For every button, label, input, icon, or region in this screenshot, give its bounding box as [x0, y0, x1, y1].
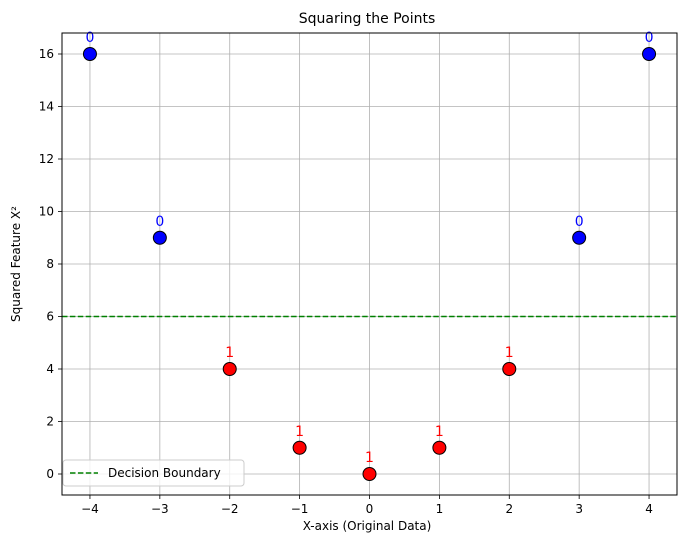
y-tick-label: 14 [39, 100, 54, 114]
data-points [82, 47, 657, 481]
chart-title: Squaring the Points [299, 11, 436, 27]
x-tick-label: −1 [291, 502, 309, 516]
y-tick-label: 4 [46, 362, 54, 376]
x-axis-ticks: −4 −3 −2 −1 0 1 2 3 4 [81, 495, 653, 516]
point-class-label: 1 [295, 424, 304, 440]
data-point [82, 47, 97, 61]
legend: Decision Boundary [62, 459, 245, 487]
point-class-label: 0 [575, 214, 584, 230]
x-tick-label: 4 [645, 502, 653, 516]
data-point [292, 440, 307, 455]
y-tick-label: 2 [46, 415, 54, 429]
data-point [572, 230, 587, 245]
data-point [152, 230, 167, 245]
legend-box [62, 459, 245, 487]
x-tick-label: −2 [221, 502, 239, 516]
y-tick-label: 6 [46, 310, 54, 324]
point-class-label: 1 [505, 345, 514, 361]
y-axis-ticks: 0 2 4 6 8 10 12 14 16 [39, 47, 62, 481]
data-point [222, 362, 237, 376]
grid [62, 33, 677, 495]
point-class-label: 1 [435, 424, 444, 440]
x-tick-label: 0 [366, 502, 374, 516]
point-class-label: 0 [155, 214, 164, 230]
point-labels: 0 0 1 1 1 1 1 0 0 [85, 30, 653, 466]
x-tick-label: −4 [81, 502, 99, 516]
x-axis-label: X-axis (Original Data) [303, 519, 432, 533]
y-tick-label: 0 [46, 467, 54, 481]
data-point [502, 362, 517, 376]
data-point [432, 440, 447, 455]
y-tick-label: 16 [39, 47, 54, 61]
x-tick-label: −3 [151, 502, 169, 516]
data-point [642, 47, 657, 61]
y-tick-label: 8 [46, 257, 54, 271]
point-class-label: 1 [365, 450, 374, 466]
x-tick-label: 3 [575, 502, 583, 516]
y-tick-label: 12 [39, 152, 54, 166]
data-point [362, 467, 377, 481]
y-axis-label: Squared Feature X² [9, 206, 23, 322]
y-tick-label: 10 [39, 205, 54, 219]
x-tick-label: 1 [436, 502, 444, 516]
point-class-label: 1 [225, 345, 234, 361]
point-class-label: 0 [645, 30, 654, 46]
point-class-label: 0 [85, 30, 94, 46]
x-tick-label: 2 [505, 502, 513, 516]
legend-entry-decision-boundary: Decision Boundary [108, 466, 221, 480]
